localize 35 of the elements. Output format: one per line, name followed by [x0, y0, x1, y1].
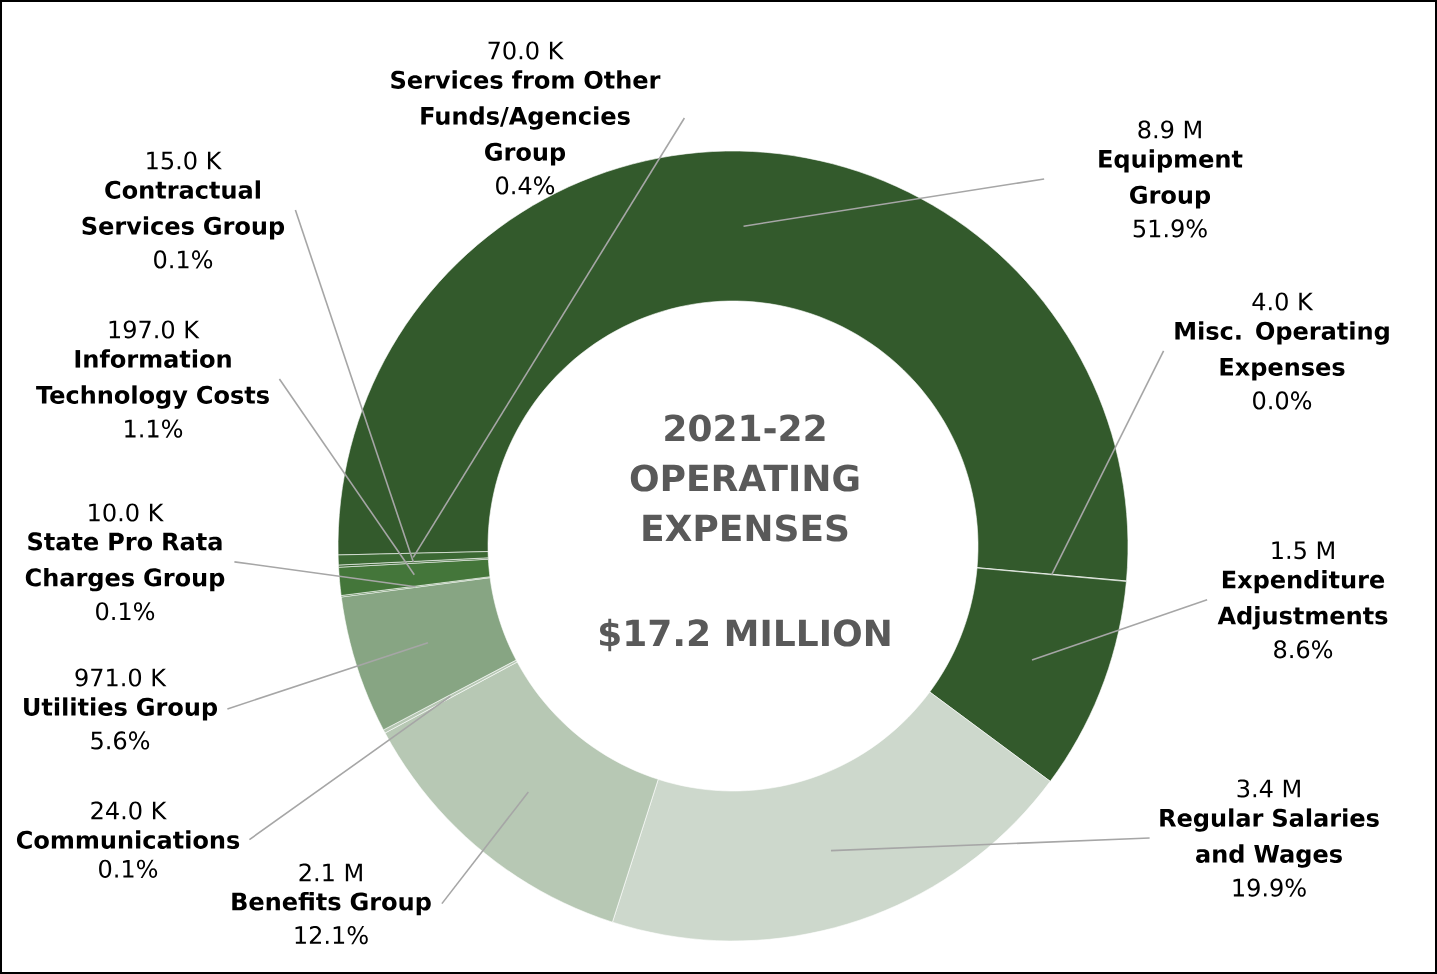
- data-label: 15.0 K: [147, 151, 222, 170]
- text: 51.9%: [1133, 219, 1207, 238]
- slice-label: State Pro Rata Charges Group: [25, 532, 225, 592]
- text: 8.6%: [1274, 640, 1333, 659]
- data-label: 197.0 K: [109, 320, 200, 339]
- text: 0.1%: [99, 859, 158, 878]
- slice-label: Regular Salaries and Wages: [1160, 808, 1379, 868]
- text: 2021-22 OPERATING EXPENSES: [630, 414, 859, 542]
- data-label: 4.0 K: [1252, 292, 1314, 311]
- text: 0.1%: [96, 602, 155, 621]
- slice-label: Benefits Group: [232, 892, 431, 916]
- slice-label: Services from Other Funds/Agencies Group: [391, 70, 661, 166]
- data-label: 1.5 M: [1272, 541, 1334, 560]
- text: 0.1%: [154, 250, 213, 269]
- text: 19.9%: [1233, 878, 1306, 897]
- slice-label: Utilities Group: [24, 697, 218, 721]
- text: 0.0%: [1253, 391, 1312, 410]
- data-label: 10.0 K: [89, 503, 164, 522]
- text: 5.6%: [91, 731, 150, 750]
- slice-label: Expenditure Adjustments: [1217, 570, 1388, 630]
- text: $17.2 MILLION: [600, 618, 890, 652]
- data-label: 24.0 K: [91, 801, 167, 820]
- slice-label: Equipment Group: [1099, 149, 1243, 209]
- slice-label: Contractual Services Group: [82, 180, 285, 240]
- data-label: 2.1 M: [299, 863, 362, 882]
- data-label: 3.4 M: [1237, 779, 1300, 798]
- slice-label: Communications: [16, 830, 240, 849]
- slice-label: Information Technology Costs: [36, 349, 269, 409]
- data-label: 70.0 K: [488, 41, 564, 60]
- slice-label: Misc. Operating Expenses: [1175, 321, 1389, 381]
- data-label: 971.0 K: [75, 668, 167, 687]
- text: 12.1%: [295, 926, 368, 945]
- text: 0.4%: [496, 176, 555, 195]
- text: 1.1%: [125, 419, 183, 438]
- data-label: 8.9 M: [1138, 120, 1201, 139]
